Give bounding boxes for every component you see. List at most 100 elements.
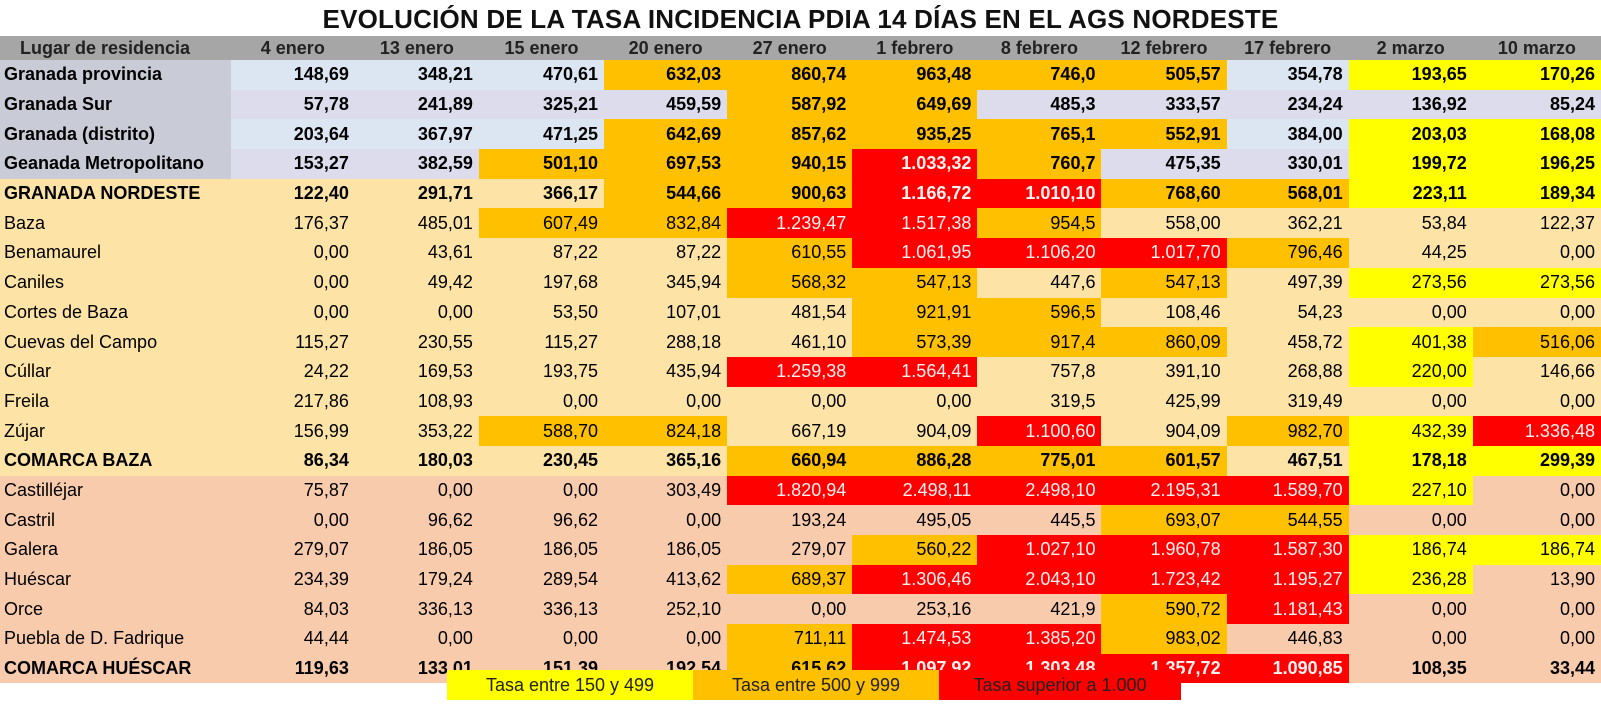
table-body: Granada provincia 148,69 348,21 470,61 632,0… bbox=[0, 60, 1601, 684]
data-cell: 148,69 bbox=[230, 60, 355, 90]
data-cell: 1.106,20 bbox=[977, 238, 1102, 268]
data-cell: 607,49 bbox=[478, 208, 605, 239]
data-cell: 501,10 bbox=[478, 149, 605, 179]
row-header-label: Lugar de residencia bbox=[0, 36, 231, 60]
data-cell: 588,70 bbox=[478, 416, 605, 446]
data-cell: 983,02 bbox=[1101, 624, 1227, 654]
data-cell: 544,55 bbox=[1226, 505, 1349, 535]
data-cell: 122,37 bbox=[1472, 208, 1601, 239]
data-cell: 365,16 bbox=[604, 445, 728, 476]
data-cell: 401,38 bbox=[1348, 327, 1473, 357]
data-cell: 432,39 bbox=[1348, 416, 1473, 446]
chart-title: EVOLUCIÓN DE LA TASA INCIDENCIA PDIA 14 … bbox=[322, 4, 1279, 34]
data-cell: 0,00 bbox=[1472, 624, 1601, 654]
data-cell: 568,01 bbox=[1226, 178, 1349, 209]
table-row: Baza 176,37 485,01 607,49 832,84 1.239,47 1.51… bbox=[0, 208, 1601, 239]
data-cell: 904,09 bbox=[852, 416, 978, 446]
data-cell: 53,84 bbox=[1348, 208, 1473, 239]
data-cell: 193,75 bbox=[478, 356, 605, 387]
data-cell: 85,24 bbox=[1472, 89, 1601, 120]
data-cell: 75,87 bbox=[230, 475, 355, 506]
data-cell: 760,7 bbox=[977, 149, 1102, 179]
data-cell: 169,53 bbox=[354, 356, 479, 387]
table-row: GRANADA NORDESTE 122,40 291,71 366,17 544,66… bbox=[0, 178, 1601, 209]
column-header: 12 febrero bbox=[1101, 36, 1227, 60]
data-cell: 552,91 bbox=[1101, 119, 1227, 150]
data-cell: 447,6 bbox=[977, 267, 1102, 298]
data-cell: 516,06 bbox=[1472, 327, 1601, 357]
data-cell: 857,62 bbox=[727, 119, 853, 150]
data-cell: 0,00 bbox=[230, 505, 355, 535]
column-header: 20 enero bbox=[604, 36, 728, 60]
data-cell: 196,25 bbox=[1472, 149, 1601, 179]
data-cell: 336,13 bbox=[354, 594, 479, 625]
data-cell: 24,22 bbox=[230, 356, 355, 387]
row-label: Cuevas del Campo bbox=[0, 327, 231, 357]
data-cell: 470,61 bbox=[478, 60, 605, 90]
data-cell: 0,00 bbox=[1348, 297, 1473, 328]
data-cell: 268,88 bbox=[1226, 356, 1349, 387]
data-cell: 0,00 bbox=[1472, 475, 1601, 506]
data-cell: 180,03 bbox=[354, 445, 479, 476]
data-cell: 170,26 bbox=[1472, 60, 1601, 90]
data-cell: 1.033,32 bbox=[852, 149, 978, 179]
data-cell: 1.010,10 bbox=[977, 178, 1102, 209]
data-cell: 115,27 bbox=[478, 327, 605, 357]
data-cell: 2.498,11 bbox=[852, 475, 978, 506]
column-header: 13 enero bbox=[354, 36, 479, 60]
data-cell: 303,49 bbox=[604, 475, 728, 506]
data-cell: 495,05 bbox=[852, 505, 978, 535]
data-cell: 921,91 bbox=[852, 297, 978, 328]
data-cell: 1.090,85 bbox=[1226, 653, 1349, 684]
data-cell: 0,00 bbox=[1348, 386, 1473, 417]
data-cell: 84,03 bbox=[230, 594, 355, 625]
table-row: Castril 0,00 96,62 96,62 0,00 193,24 495,05 445… bbox=[0, 505, 1601, 535]
data-cell: 0,00 bbox=[354, 475, 479, 506]
data-cell: 667,19 bbox=[727, 416, 853, 446]
data-cell: 252,10 bbox=[604, 594, 728, 625]
data-cell: 217,86 bbox=[230, 386, 355, 417]
column-header: 4 enero bbox=[230, 36, 355, 60]
row-label: Castril bbox=[0, 505, 231, 535]
data-cell: 0,00 bbox=[1472, 505, 1601, 535]
data-cell: 108,93 bbox=[354, 386, 479, 417]
data-cell: 230,55 bbox=[354, 327, 479, 357]
data-cell: 197,68 bbox=[478, 267, 605, 298]
data-cell: 108,35 bbox=[1348, 653, 1473, 684]
data-cell: 319,49 bbox=[1226, 386, 1349, 417]
data-cell: 0,00 bbox=[478, 386, 605, 417]
data-cell: 775,01 bbox=[977, 445, 1102, 476]
row-label: Freila bbox=[0, 386, 231, 417]
row-label: COMARCA BAZA bbox=[0, 445, 231, 476]
data-cell: 547,13 bbox=[1101, 267, 1227, 298]
data-cell: 824,18 bbox=[604, 416, 728, 446]
column-header: 17 febrero bbox=[1226, 36, 1349, 60]
table-row: Orce 84,03 336,13 336,13 252,10 0,00 253,16 421… bbox=[0, 594, 1601, 625]
data-cell: 199,72 bbox=[1348, 149, 1473, 179]
data-cell: 693,07 bbox=[1101, 505, 1227, 535]
data-cell: 176,37 bbox=[230, 208, 355, 239]
data-cell: 366,17 bbox=[478, 178, 605, 209]
data-cell: 299,39 bbox=[1472, 445, 1601, 476]
data-cell: 330,01 bbox=[1226, 149, 1349, 179]
data-cell: 279,07 bbox=[230, 535, 355, 565]
data-cell: 193,24 bbox=[727, 505, 853, 535]
data-cell: 234,39 bbox=[230, 564, 355, 595]
data-cell: 223,11 bbox=[1348, 178, 1473, 209]
data-cell: 459,59 bbox=[604, 89, 728, 120]
table-row: Galera 279,07 186,05 186,05 186,05 279,07 560,… bbox=[0, 535, 1601, 565]
data-cell: 954,5 bbox=[977, 208, 1102, 239]
data-cell: 367,97 bbox=[354, 119, 479, 150]
data-cell: 601,57 bbox=[1101, 445, 1227, 476]
data-cell: 0,00 bbox=[1348, 624, 1473, 654]
data-cell: 86,34 bbox=[230, 445, 355, 476]
data-cell: 1.195,27 bbox=[1226, 564, 1349, 595]
data-cell: 0,00 bbox=[354, 297, 479, 328]
data-cell: 57,78 bbox=[230, 89, 355, 120]
data-cell: 146,66 bbox=[1472, 356, 1601, 387]
column-header: 1 febrero bbox=[852, 36, 978, 60]
data-cell: 413,62 bbox=[604, 564, 728, 595]
data-cell: 560,22 bbox=[852, 535, 978, 565]
data-cell: 860,74 bbox=[727, 60, 853, 90]
data-cell: 0,00 bbox=[478, 475, 605, 506]
